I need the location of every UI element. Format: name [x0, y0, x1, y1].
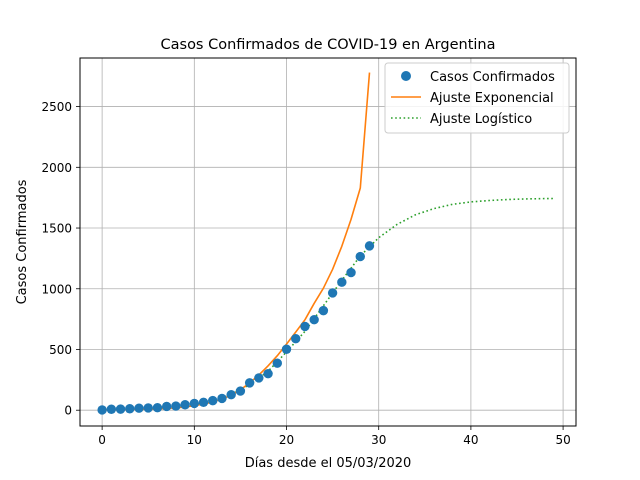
x-tick-label: 40 [463, 433, 478, 447]
data-point-casos-confirmados [226, 389, 236, 400]
data-point-casos-confirmados [272, 358, 282, 368]
data-point-casos-confirmados [171, 401, 181, 411]
data-point-casos-confirmados [254, 373, 264, 383]
chart-title: Casos Confirmados de COVID-19 en Argenti… [161, 37, 496, 53]
data-point-casos-confirmados [198, 397, 209, 408]
data-point-casos-confirmados [189, 398, 200, 409]
x-tick-label: 50 [555, 433, 570, 447]
data-point-casos-confirmados [235, 386, 246, 396]
series-layer [97, 72, 554, 415]
data-point-casos-confirmados [106, 404, 117, 414]
data-point-casos-confirmados [309, 315, 319, 325]
y-tick-label: 2500 [41, 100, 72, 114]
grid [80, 58, 576, 426]
y-tick-label: 1500 [41, 222, 72, 236]
data-point-casos-confirmados [355, 251, 365, 262]
x-tick-label: 0 [98, 433, 106, 447]
data-point-casos-confirmados [217, 393, 227, 404]
data-point-casos-confirmados [291, 333, 301, 344]
data-point-casos-confirmados [263, 368, 273, 379]
data-point-casos-confirmados [281, 344, 292, 354]
y-axis-label: Casos Confirmados [15, 179, 30, 304]
data-point-casos-confirmados [318, 305, 329, 316]
y-tick-label: 500 [49, 343, 72, 357]
x-tick-label: 20 [279, 433, 294, 447]
data-point-casos-confirmados [161, 401, 172, 412]
data-point-casos-confirmados [337, 277, 347, 287]
data-point-casos-confirmados [300, 321, 310, 332]
y-tick-label: 2000 [41, 161, 72, 175]
data-point-casos-confirmados [97, 405, 107, 415]
plot-frame [79, 57, 577, 427]
data-point-casos-confirmados [208, 395, 218, 406]
data-point-casos-confirmados [115, 404, 126, 414]
legend: Casos Confirmados Ajuste Exponencial Aju… [384, 62, 570, 134]
legend-label-exponencial: Ajuste Exponencial [430, 91, 554, 106]
data-point-casos-confirmados [134, 403, 144, 413]
legend-box [384, 62, 570, 134]
data-point-casos-confirmados [244, 378, 255, 388]
data-point-casos-confirmados [125, 404, 135, 414]
data-point-casos-confirmados [327, 288, 338, 298]
y-tick-label: 0 [64, 404, 72, 418]
data-point-casos-confirmados [152, 402, 163, 413]
x-tick-label: 10 [187, 433, 202, 447]
legend-label-casos: Casos Confirmados [430, 70, 555, 85]
data-point-casos-confirmados [364, 241, 375, 251]
data-point-casos-confirmados [346, 267, 356, 278]
legend-label-logistico: Ajuste Logístico [430, 112, 532, 127]
y-tick-label: 1000 [41, 282, 72, 296]
x-axis-label: Días desde el 05/03/2020 [245, 456, 412, 471]
data-point-casos-confirmados [143, 403, 153, 413]
data-point-casos-confirmados [180, 400, 190, 410]
legend-marker-casos [401, 71, 411, 81]
x-tick-label: 30 [371, 433, 386, 447]
